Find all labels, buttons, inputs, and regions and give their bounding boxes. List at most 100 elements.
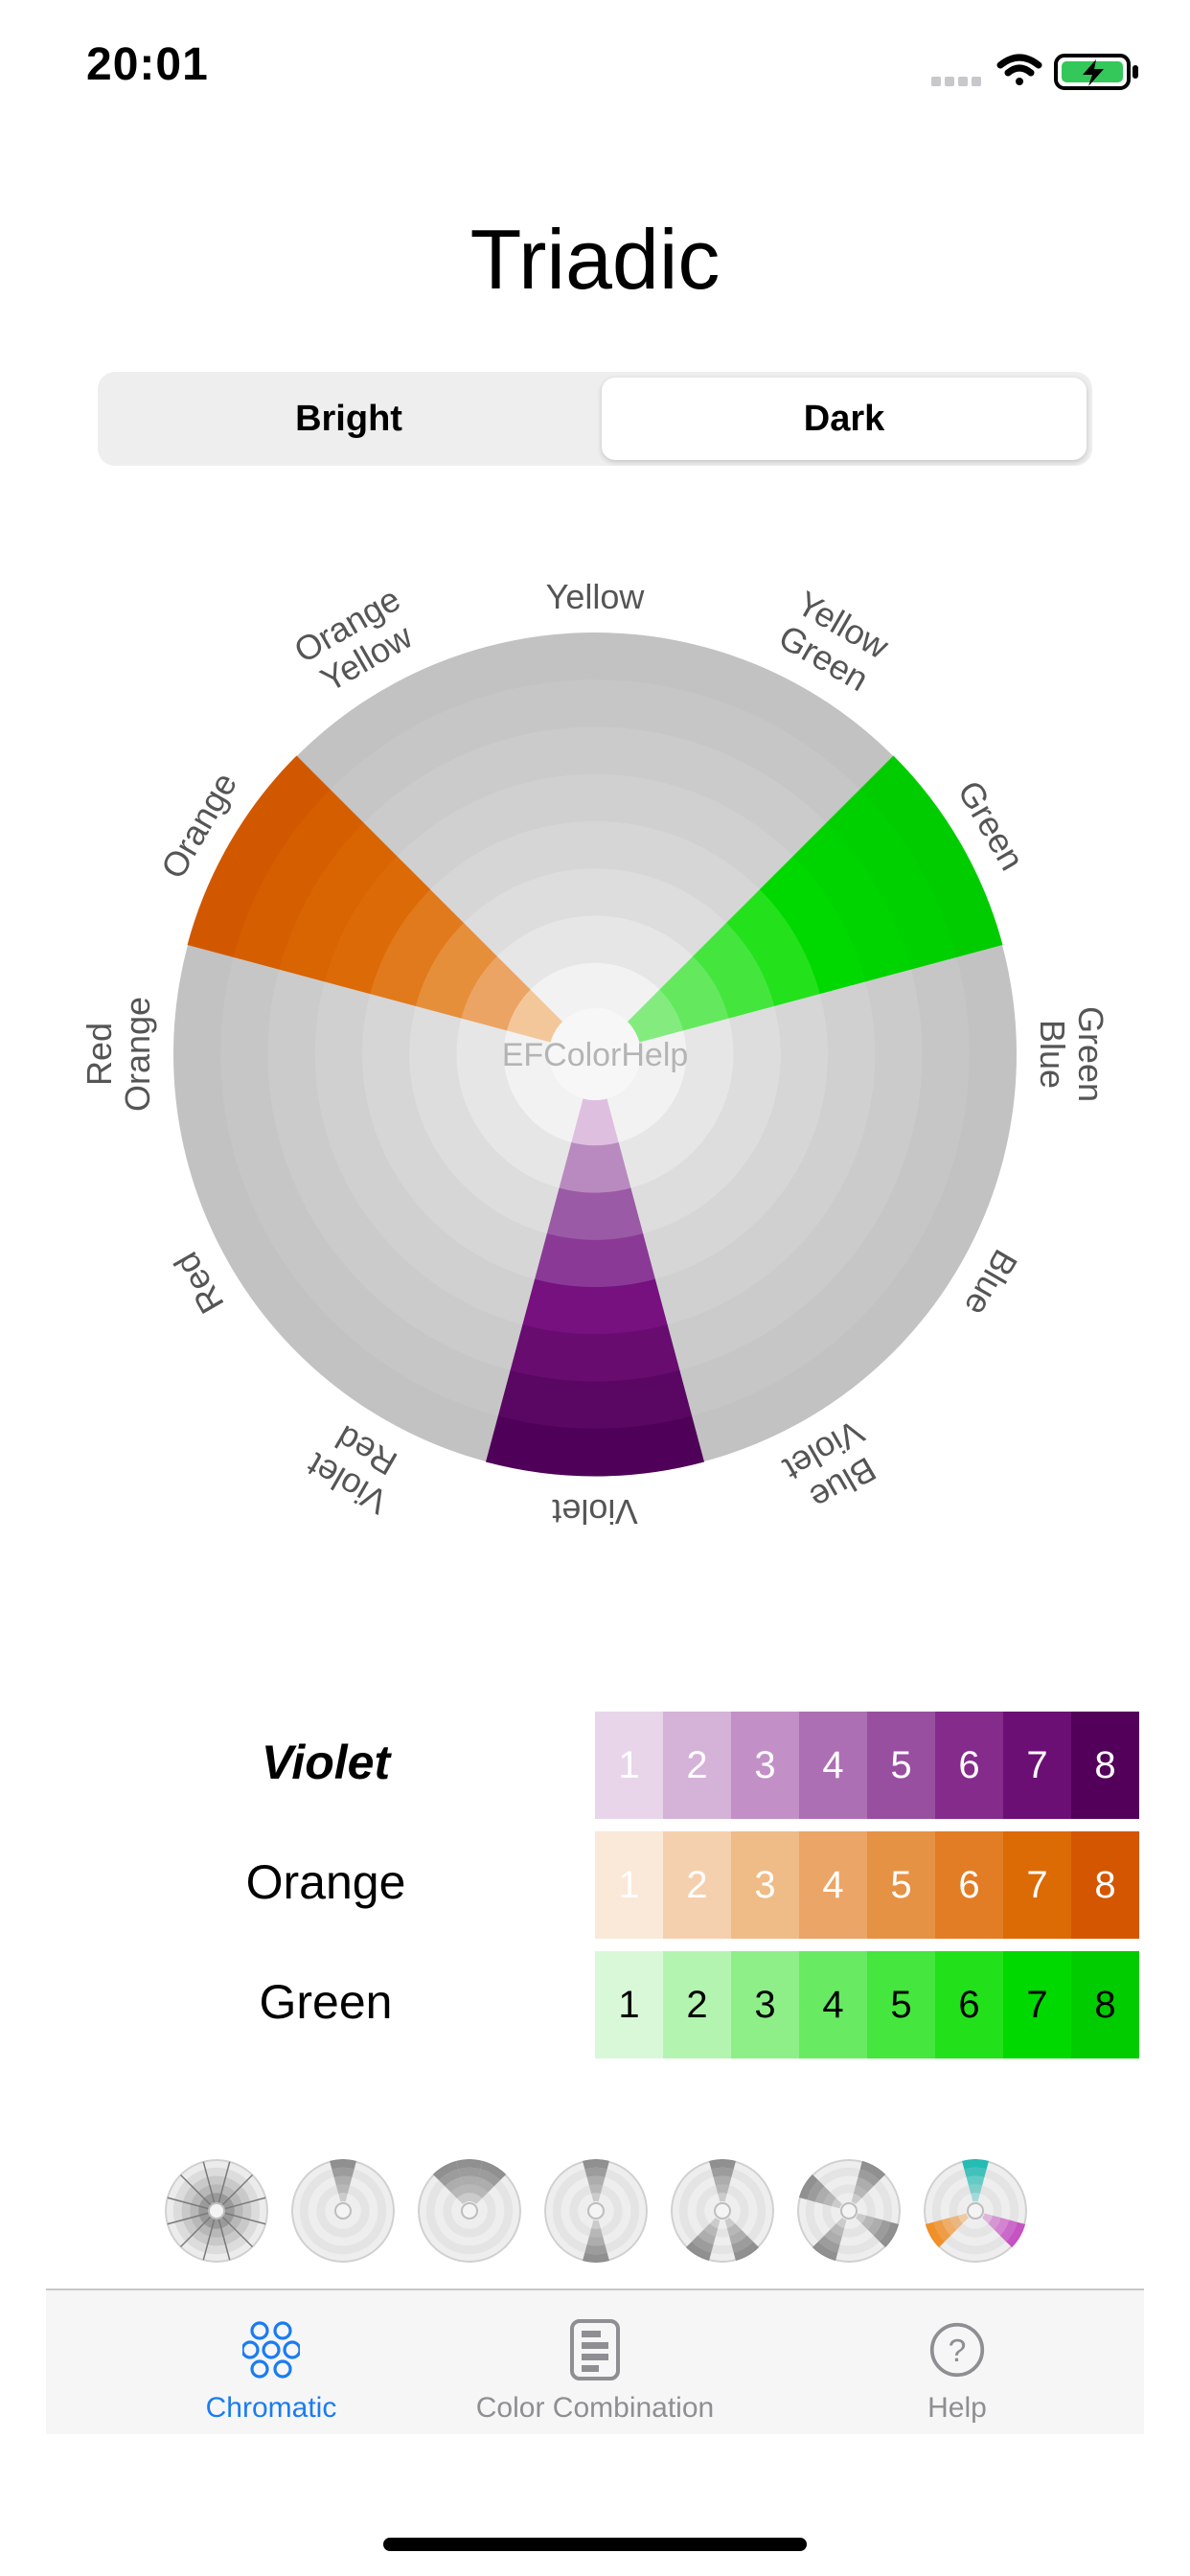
wheel-label-blue: Blue — [957, 1243, 1026, 1322]
wheel-sector-violet[interactable] — [534, 1233, 656, 1288]
battery-charging-icon — [1054, 54, 1138, 90]
bright-dark-segmented-control: Bright Dark — [98, 372, 1092, 466]
color-swatch[interactable]: 2 — [663, 1831, 731, 1939]
triadic-wheel-icon[interactable] — [924, 2159, 1027, 2263]
wheel-sector-orange[interactable] — [415, 922, 497, 1019]
svg-text:?: ? — [949, 2333, 967, 2369]
color-swatch[interactable]: 6 — [935, 1951, 1003, 2058]
wheel-sector-green[interactable] — [792, 822, 912, 982]
color-swatch[interactable]: 4 — [799, 1951, 867, 2058]
wheel-sector-green[interactable] — [659, 955, 730, 1031]
color-wheel[interactable]: Yellow YellowGreenGreenGreenBlueBlueBlueV… — [0, 518, 1190, 1591]
page-title: Triadic — [469, 212, 721, 307]
color-row-label-violet[interactable]: Violet — [261, 1736, 391, 1789]
tab-label-chromatic: Chromatic — [205, 2392, 337, 2424]
color-swatch[interactable]: 3 — [731, 1951, 799, 2058]
color-swatch[interactable]: 3 — [731, 1831, 799, 1939]
color-swatch[interactable]: 1 — [595, 1831, 663, 1939]
wheel-label-line: Orange — [118, 997, 157, 1112]
wheel-sector-violet[interactable] — [522, 1278, 668, 1335]
color-swatch[interactable]: 7 — [1003, 1951, 1071, 2058]
color-swatch[interactable]: 1 — [595, 1712, 663, 1819]
tab-bar: Chromatic Color Combination ? Help — [46, 2288, 1144, 2434]
wheel-label-line: Blue — [957, 1243, 1026, 1322]
tab-color-combination[interactable]: Color Combination — [423, 2290, 767, 2434]
wheel-label-line: Yellow — [546, 577, 646, 616]
home-indicator — [383, 2538, 807, 2551]
color-swatch[interactable]: 7 — [1003, 1712, 1071, 1819]
color-swatch[interactable]: 8 — [1071, 1951, 1139, 2058]
wheel-sector-orange[interactable] — [460, 955, 531, 1031]
chromatic-circles-icon — [242, 2321, 300, 2379]
segment-dark[interactable]: Dark — [602, 378, 1087, 460]
wheel-label-line: Red — [166, 1246, 232, 1321]
tab-chromatic[interactable]: Chromatic — [99, 2290, 444, 2434]
wheel-sector-orange[interactable] — [369, 888, 464, 1006]
wheel-sector-green[interactable] — [759, 855, 866, 995]
wheel-center — [549, 1008, 641, 1100]
color-swatch[interactable]: 5 — [867, 1951, 935, 2058]
cellular-signal-icon — [931, 77, 981, 86]
wheel-sector-orange[interactable] — [324, 855, 431, 995]
wheel-label-yellow: Yellow — [546, 577, 646, 616]
wheel-sector-green[interactable] — [859, 755, 1003, 957]
status-icons — [931, 54, 1138, 90]
tab-label-color-combination: Color Combination — [475, 2392, 715, 2424]
color-row-label-orange[interactable]: Orange — [245, 1855, 406, 1909]
wheel-rings — [173, 632, 1017, 1477]
wheel-sector-orange[interactable] — [187, 755, 331, 957]
tetradic-wheel-icon[interactable] — [797, 2159, 901, 2263]
monochrome-wheel-icon[interactable] — [165, 2159, 268, 2263]
complementary-wheel-icon[interactable] — [544, 2159, 648, 2263]
split-complementary-wheel-icon[interactable] — [671, 2159, 774, 2263]
wheel-sector-orange[interactable] — [233, 789, 364, 970]
wheel-label-line: Green — [1071, 1006, 1110, 1102]
color-swatch[interactable]: 7 — [1003, 1831, 1071, 1939]
status-time: 20:01 — [86, 39, 209, 90]
color-swatch[interactable]: 8 — [1071, 1712, 1139, 1819]
wheel-sector-violet[interactable] — [559, 1142, 631, 1194]
wifi-icon — [996, 54, 1042, 85]
color-swatch[interactable]: 2 — [663, 1951, 731, 2058]
wheel-label-line: Blue — [1033, 1020, 1072, 1089]
wheel-label-line: Red — [80, 1023, 119, 1086]
wheel-sector-green[interactable] — [693, 922, 775, 1019]
wheel-label-red-orange: Red Orange — [80, 997, 157, 1112]
single-sector-wheel-icon[interactable] — [291, 2159, 395, 2263]
wheel-label-violet: Violet — [552, 1492, 637, 1531]
tab-label-help: Help — [927, 2392, 987, 2424]
segment-bright[interactable]: Bright — [295, 398, 402, 439]
color-swatch[interactable]: 2 — [663, 1712, 731, 1819]
color-swatch[interactable]: 3 — [731, 1712, 799, 1819]
wheel-sector-violet[interactable] — [497, 1369, 693, 1430]
help-question-icon: ? — [929, 2322, 985, 2378]
wheel-sector-orange[interactable] — [506, 989, 564, 1044]
document-icon — [570, 2319, 620, 2380]
color-swatch[interactable]: 5 — [867, 1831, 935, 1939]
wheel-sector-orange[interactable] — [278, 822, 398, 982]
analogous-wheel-icon[interactable] — [418, 2159, 521, 2263]
wheel-sector-green[interactable] — [826, 789, 957, 970]
color-swatch[interactable]: 4 — [799, 1712, 867, 1819]
color-swatch[interactable]: 6 — [935, 1831, 1003, 1939]
color-swatch[interactable]: 1 — [595, 1951, 663, 2058]
wheel-sector-green[interactable] — [726, 888, 821, 1006]
wheel-sector-violet[interactable] — [571, 1096, 619, 1146]
color-swatch[interactable]: 8 — [1071, 1831, 1139, 1939]
wheel-sector-violet[interactable] — [510, 1324, 680, 1383]
color-swatch[interactable]: 4 — [799, 1831, 867, 1939]
tab-help[interactable]: ? Help — [785, 2290, 1130, 2434]
color-swatch[interactable]: 5 — [867, 1712, 935, 1819]
wheel-sector-violet[interactable] — [546, 1187, 644, 1241]
wheel-center-label: EFColorHelp — [502, 1037, 689, 1073]
wheel-sector-violet[interactable] — [485, 1415, 705, 1477]
wheel-sector-green[interactable] — [626, 989, 684, 1044]
color-row-label-green[interactable]: Green — [259, 1975, 393, 2029]
wheel-label-line: Violet — [552, 1492, 637, 1531]
color-swatch[interactable]: 6 — [935, 1712, 1003, 1819]
